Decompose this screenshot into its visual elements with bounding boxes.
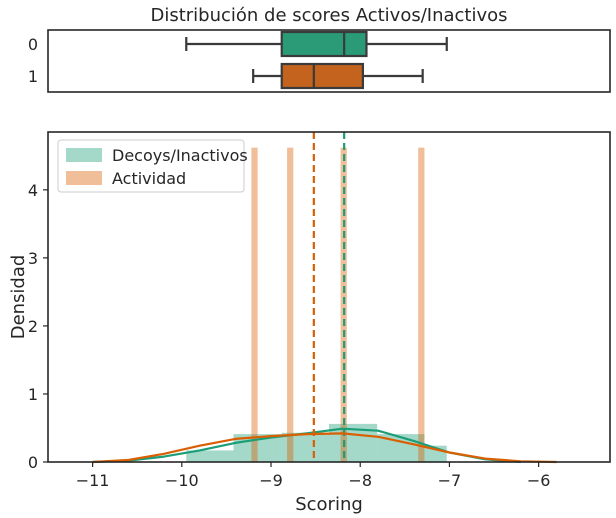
histogram-frame xyxy=(47,131,611,463)
kde-line xyxy=(92,432,557,464)
hist-bar xyxy=(281,432,329,462)
y-tick-label: 0 xyxy=(28,453,38,472)
series-1 xyxy=(251,147,425,463)
y-axis-label: Densidad xyxy=(8,255,29,340)
y-tick-label: 1 xyxy=(28,385,38,404)
y-tick-label: 4 xyxy=(28,181,38,200)
box-iqr xyxy=(280,62,364,90)
boxplot-panel: 01 xyxy=(28,30,448,90)
x-axis-label: Scoring xyxy=(295,494,363,515)
x-tick-label: −7 xyxy=(438,471,462,490)
x-tick-label: −8 xyxy=(348,471,372,490)
y-tick-label: 3 xyxy=(28,249,38,268)
boxplot-frame xyxy=(47,29,611,93)
x-tick-label: −11 xyxy=(76,471,110,490)
legend-label-actividad: Actividad xyxy=(112,169,186,188)
hist-bar xyxy=(418,147,425,463)
box-tick-label: 0 xyxy=(28,35,38,54)
hist-bar xyxy=(340,147,347,463)
box-1 xyxy=(252,62,424,90)
x-tick-label: −10 xyxy=(165,471,199,490)
box-0 xyxy=(185,30,448,58)
x-tick-label: −6 xyxy=(527,471,551,490)
box-tick-label: 1 xyxy=(28,67,38,86)
legend-box xyxy=(57,139,245,193)
legend-swatch-actividad xyxy=(66,171,102,185)
x-tick-label: −9 xyxy=(259,471,283,490)
histogram-panel: −11 −10 −9 −8 −7 −6 0 1 2 3 4 xyxy=(28,132,557,490)
box-iqr xyxy=(280,30,368,58)
legend-label-decoys: Decoys/Inactivos xyxy=(112,146,248,165)
y-tick-label: 2 xyxy=(28,317,38,336)
legend: Decoys/Inactivos Actividad xyxy=(57,139,248,193)
boxplot-title: Distribución de scores Activos/Inactivos xyxy=(150,5,507,26)
legend-swatch-decoys xyxy=(66,148,102,162)
hist-bar xyxy=(251,147,258,463)
hist-bar xyxy=(186,450,234,462)
hist-bar xyxy=(287,147,294,463)
